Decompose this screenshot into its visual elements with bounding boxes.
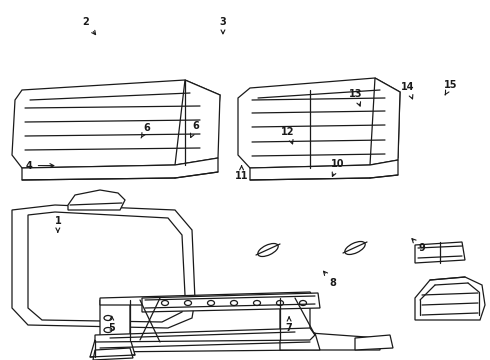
Text: 6: 6 xyxy=(141,123,150,138)
Polygon shape xyxy=(280,293,310,350)
Ellipse shape xyxy=(345,242,365,255)
Polygon shape xyxy=(415,242,465,263)
Text: 11: 11 xyxy=(235,166,248,181)
Ellipse shape xyxy=(258,243,278,256)
Ellipse shape xyxy=(299,301,307,306)
Text: 3: 3 xyxy=(220,17,226,34)
Text: 15: 15 xyxy=(444,80,458,95)
Polygon shape xyxy=(355,335,393,350)
Polygon shape xyxy=(238,78,400,168)
Ellipse shape xyxy=(253,301,261,306)
Polygon shape xyxy=(12,80,220,168)
Ellipse shape xyxy=(230,301,238,306)
Text: 4: 4 xyxy=(26,161,54,171)
Polygon shape xyxy=(100,333,380,352)
Polygon shape xyxy=(175,80,220,165)
Polygon shape xyxy=(12,205,195,328)
Polygon shape xyxy=(22,158,218,180)
Text: 6: 6 xyxy=(191,121,199,138)
Polygon shape xyxy=(68,190,125,210)
Ellipse shape xyxy=(207,301,215,306)
Polygon shape xyxy=(100,298,130,352)
Text: 12: 12 xyxy=(281,127,295,144)
Polygon shape xyxy=(370,78,400,165)
Polygon shape xyxy=(95,328,315,342)
Ellipse shape xyxy=(185,301,192,306)
Text: 5: 5 xyxy=(108,316,115,333)
Text: 7: 7 xyxy=(286,317,293,333)
Polygon shape xyxy=(93,348,133,360)
Text: 8: 8 xyxy=(323,271,337,288)
Text: 10: 10 xyxy=(331,159,345,176)
Text: 1: 1 xyxy=(54,216,61,232)
Ellipse shape xyxy=(162,301,169,306)
Polygon shape xyxy=(100,292,315,305)
Polygon shape xyxy=(250,160,398,180)
Ellipse shape xyxy=(104,315,112,320)
Polygon shape xyxy=(142,293,320,312)
Ellipse shape xyxy=(104,328,112,333)
Text: 2: 2 xyxy=(82,17,96,35)
Polygon shape xyxy=(415,277,485,320)
Ellipse shape xyxy=(276,301,284,306)
Polygon shape xyxy=(28,212,185,322)
Polygon shape xyxy=(280,333,320,350)
Text: 13: 13 xyxy=(348,89,362,106)
Text: 14: 14 xyxy=(401,82,415,99)
Polygon shape xyxy=(90,338,135,357)
Text: 9: 9 xyxy=(412,239,425,253)
